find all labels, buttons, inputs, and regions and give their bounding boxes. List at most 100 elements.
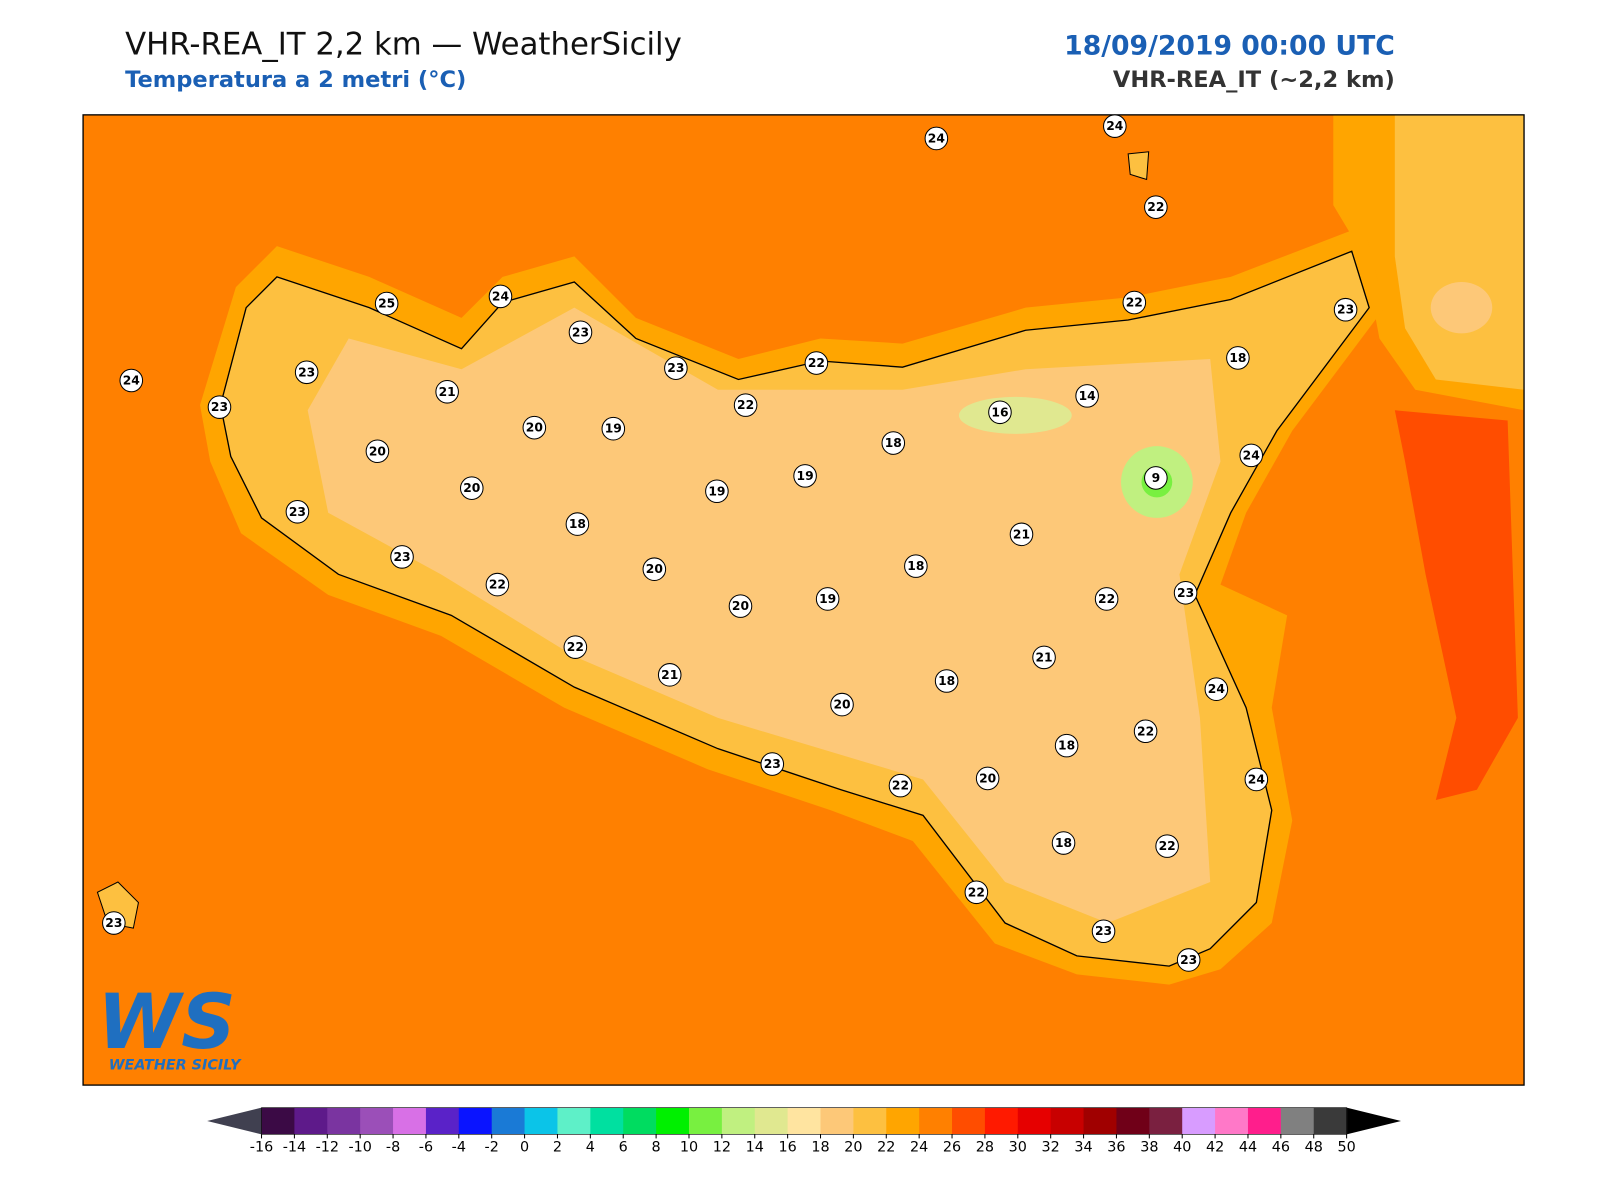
station-label: 21 xyxy=(661,668,678,682)
station-marker xyxy=(1032,645,1056,670)
colorbar-tick-label: 16 xyxy=(778,1140,796,1156)
station-label: 20 xyxy=(369,444,386,458)
station: 23 xyxy=(568,320,593,345)
station: 20 xyxy=(830,692,854,717)
colorbar-bin xyxy=(820,1107,854,1135)
colorbar-bin xyxy=(393,1107,427,1135)
colorbar-bin xyxy=(721,1107,756,1135)
station-marker xyxy=(728,594,753,618)
station-marker xyxy=(881,431,906,455)
colorbar-bin xyxy=(754,1107,789,1135)
station-marker xyxy=(459,476,484,500)
station-marker xyxy=(488,284,513,309)
station: 20 xyxy=(728,594,753,618)
station-marker xyxy=(664,356,688,380)
colorbar-bin xyxy=(1182,1107,1216,1135)
station: 23 xyxy=(1333,297,1358,322)
station: 20 xyxy=(975,766,1000,791)
logo-initials: WS xyxy=(97,978,235,1066)
colorbar-tick-label: 14 xyxy=(746,1140,764,1156)
calabria-hill xyxy=(1430,282,1493,334)
station-label: 18 xyxy=(907,559,924,573)
station-label: 24 xyxy=(1208,682,1225,696)
station: 24 xyxy=(924,126,949,151)
station-marker xyxy=(1204,677,1229,701)
station-marker xyxy=(374,291,399,316)
colorbar-tick-label: 26 xyxy=(943,1140,961,1156)
colorbar-tick-label: -12 xyxy=(316,1140,339,1156)
colorbar-tick-label: 46 xyxy=(1272,1140,1290,1156)
station-label: 22 xyxy=(892,779,909,793)
lipari xyxy=(1127,151,1150,181)
station: 21 xyxy=(435,379,459,404)
station-marker xyxy=(1103,114,1127,138)
colorbar-tick-label: -10 xyxy=(348,1140,371,1156)
colorbar-tick-label: 18 xyxy=(811,1140,829,1156)
station: 20 xyxy=(365,439,390,464)
station-marker xyxy=(365,439,390,464)
station-marker xyxy=(793,464,817,488)
colorbar-tick-label: 12 xyxy=(713,1140,731,1156)
colorbar-tick-label: 0 xyxy=(520,1140,529,1156)
station-marker xyxy=(1091,919,1116,944)
colorbar-tick-label: 4 xyxy=(586,1140,595,1156)
station-marker xyxy=(830,692,854,717)
calabria xyxy=(1394,114,1525,390)
station: 16 xyxy=(988,400,1012,425)
station-label: 20 xyxy=(526,421,543,435)
station-marker xyxy=(102,911,126,935)
station-marker xyxy=(1054,733,1079,758)
station-label: 20 xyxy=(732,599,749,613)
station: 22 xyxy=(563,635,588,659)
colorbar-bin xyxy=(886,1107,920,1135)
colorbar-tick-label: 6 xyxy=(619,1140,628,1156)
colorbar-bin xyxy=(623,1107,657,1135)
station-label: 22 xyxy=(1147,200,1164,214)
station-label: 23 xyxy=(211,400,228,414)
colorbar-tick-label: -6 xyxy=(419,1140,433,1156)
station: 23 xyxy=(1173,581,1198,605)
station-label: 9 xyxy=(1152,471,1161,485)
station-marker xyxy=(804,351,829,375)
station-label: 14 xyxy=(1079,389,1096,403)
station-marker xyxy=(1155,834,1179,858)
colorbar-bin xyxy=(327,1107,361,1135)
station: 23 xyxy=(294,360,319,385)
station-label: 22 xyxy=(737,398,754,412)
colorbar-bin xyxy=(491,1107,526,1135)
station-label: 24 xyxy=(1243,448,1260,462)
station: 18 xyxy=(881,431,906,455)
station: 18 xyxy=(934,669,959,693)
logo-name: WEATHER SICILY xyxy=(109,1058,242,1074)
colorbar-bin xyxy=(524,1107,558,1135)
station-marker xyxy=(485,572,510,597)
station-label: 18 xyxy=(1229,351,1246,365)
colorbar-bin xyxy=(294,1107,328,1135)
station: 23 xyxy=(1091,919,1116,944)
station-label: 24 xyxy=(1106,119,1123,133)
colorbar-tick-label: 36 xyxy=(1107,1140,1125,1156)
colorbar-tick-label: -8 xyxy=(386,1140,400,1156)
station-label: 21 xyxy=(1035,650,1052,664)
colorbar-bin xyxy=(952,1107,986,1135)
station-marker xyxy=(119,368,144,393)
station-marker xyxy=(1122,290,1147,315)
station-marker xyxy=(924,126,949,151)
map-panel xyxy=(82,114,1525,1086)
station-marker xyxy=(975,766,1000,791)
subtitle: Temperatura a 2 metri (°C) xyxy=(125,67,466,93)
station-label: 20 xyxy=(646,562,663,576)
station: 22 xyxy=(1155,834,1179,858)
title: VHR-REA_IT 2,2 km — WeatherSicily xyxy=(125,26,682,62)
station-marker xyxy=(904,554,928,578)
colorbar-tick-label: 28 xyxy=(976,1140,994,1156)
station: 19 xyxy=(815,587,840,611)
station-label: 21 xyxy=(1013,527,1030,541)
colorbar-tick-label: 24 xyxy=(910,1140,928,1156)
station-label: 24 xyxy=(1248,772,1265,786)
station: 22 xyxy=(888,773,913,798)
station: 22 xyxy=(964,880,989,905)
station: 23 xyxy=(285,499,310,524)
station: 19 xyxy=(705,479,729,504)
station: 23 xyxy=(760,752,785,776)
